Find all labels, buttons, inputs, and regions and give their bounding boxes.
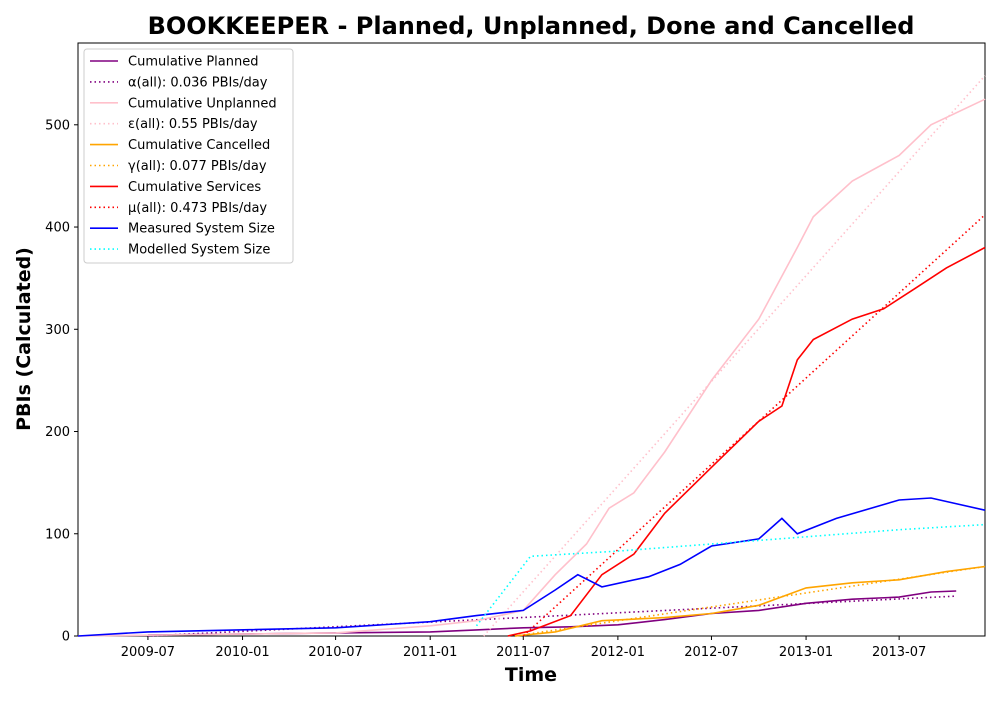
x-tick-label: 2009-07 bbox=[121, 645, 175, 660]
x-tick-label: 2012-01 bbox=[591, 645, 645, 660]
x-axis-ticks: 2009-07 2010-01 2010-07 2011-01 2011-07 2012-… bbox=[121, 636, 926, 660]
legend-box bbox=[83, 48, 294, 264]
y-axis-ticks: 0 100 200 300 400 500 bbox=[45, 118, 78, 645]
x-tick-label: 2010-01 bbox=[215, 645, 269, 660]
legend-label: Cumulative Cancelled bbox=[128, 138, 270, 153]
y-tick-label: 400 bbox=[45, 221, 70, 236]
legend-label: α(all): 0.036 PBIs/day bbox=[128, 75, 268, 90]
x-tick-label: 2013-01 bbox=[779, 645, 833, 660]
y-tick-label: 100 bbox=[45, 527, 70, 542]
y-tick-label: 200 bbox=[45, 425, 70, 440]
x-tick-label: 2010-07 bbox=[308, 645, 362, 660]
y-axis-label: PBIs (Calculated) bbox=[13, 247, 35, 431]
legend-label: γ(all): 0.077 PBIs/day bbox=[128, 159, 267, 174]
x-axis-label: Time bbox=[505, 664, 557, 686]
legend-label: Measured System Size bbox=[128, 222, 275, 237]
y-tick-label: 500 bbox=[45, 118, 70, 133]
legend-label: Modelled System Size bbox=[128, 243, 270, 258]
legend-label: Cumulative Planned bbox=[128, 55, 258, 70]
series-lines bbox=[77, 75, 986, 637]
legend-label: Cumulative Services bbox=[128, 180, 261, 195]
chart-title: BOOKKEEPER - Planned, Unplanned, Done an… bbox=[148, 12, 915, 40]
x-tick-label: 2011-07 bbox=[496, 645, 550, 660]
x-tick-label: 2013-07 bbox=[872, 645, 926, 660]
series-line-2 bbox=[77, 98, 986, 637]
series-line-3 bbox=[483, 75, 986, 637]
legend: Cumulative Planned α(all): 0.036 PBIs/day… bbox=[83, 48, 294, 264]
series-line-8 bbox=[77, 497, 986, 637]
y-tick-label: 300 bbox=[45, 323, 70, 338]
legend-label: Cumulative Unplanned bbox=[128, 96, 277, 111]
series-line-7 bbox=[522, 214, 986, 637]
x-tick-label: 2012-07 bbox=[684, 645, 738, 660]
series-line-6 bbox=[507, 246, 986, 637]
series-line-0 bbox=[147, 590, 957, 636]
x-tick-label: 2011-01 bbox=[403, 645, 457, 660]
y-tick-label: 0 bbox=[62, 630, 70, 645]
legend-label: μ(all): 0.473 PBIs/day bbox=[128, 201, 267, 216]
series-line-4 bbox=[514, 565, 986, 637]
legend-label: ε(all): 0.55 PBIs/day bbox=[128, 117, 258, 132]
